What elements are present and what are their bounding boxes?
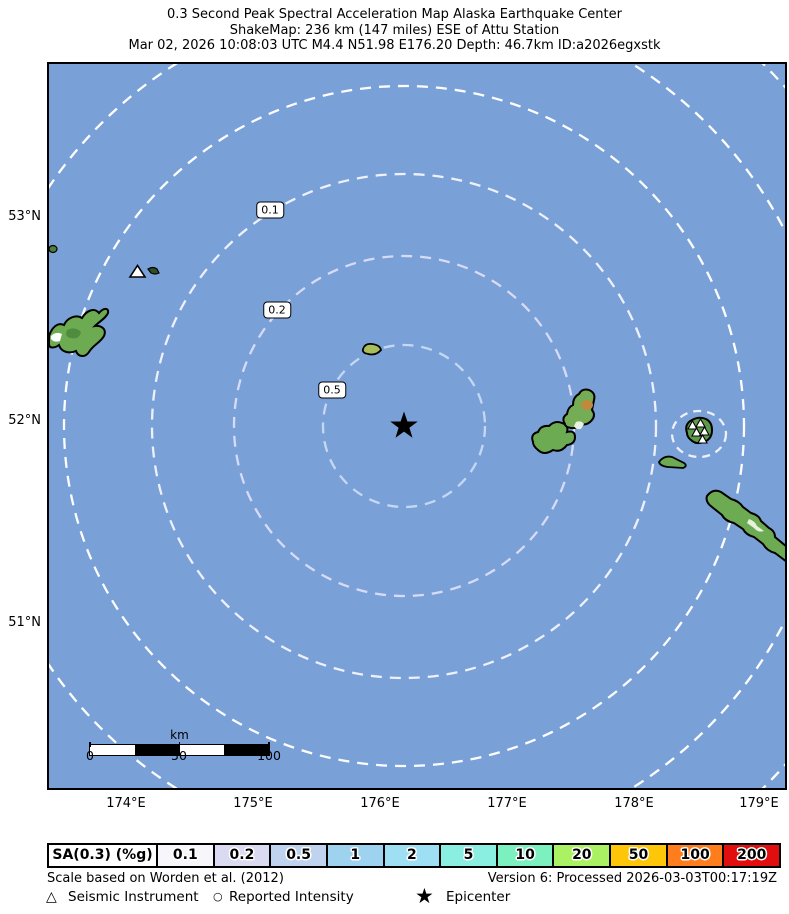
- colorbar-cell: 0.1: [156, 845, 213, 866]
- x-axis-label-179e: 179°E: [739, 796, 779, 811]
- x-axis-label-178e: 178°E: [614, 796, 654, 811]
- scale-bar-segment: [134, 745, 180, 755]
- title-line-2: ShakeMap: 236 km (147 miles) ESE of Attu…: [229, 22, 560, 38]
- scale-bar-label-50: 50: [171, 748, 187, 763]
- scale-bar-segment: [224, 745, 269, 755]
- colorbar-cell: 20: [552, 845, 610, 866]
- seismic-triangle-icon: △: [46, 889, 57, 905]
- colorbar-cell: 200: [722, 845, 780, 866]
- scale-bar-label-100: 100: [257, 748, 281, 763]
- seismic-triangle-icon: [691, 426, 702, 437]
- y-axis-label-51n: 51°N: [8, 615, 41, 630]
- colorbar-cell: 1: [325, 845, 383, 866]
- contour-circle-0-5: [321, 343, 487, 509]
- seismic-triangle-icon: [699, 425, 710, 436]
- island-central-west-lobe: [531, 421, 577, 454]
- seismic-triangle-icon: [687, 419, 698, 430]
- scale-bar-tick: [89, 742, 91, 747]
- island-southeast-snow: [747, 519, 764, 532]
- seismic-triangle-icon: [128, 264, 147, 278]
- epicenter-star-icon: ★: [415, 884, 434, 908]
- contour-circle-4th: [62, 84, 746, 768]
- scale-bar: km 0 50 100: [86, 728, 281, 764]
- map-title: 0.3 Second Peak Spectral Acceleration Ma…: [0, 7, 789, 54]
- scale-bar-tick: [178, 742, 181, 747]
- colorbar-cell: 10: [495, 845, 553, 866]
- colorbar-cell: 0.2: [212, 845, 270, 866]
- legend-intensity-label: Reported Intensity: [229, 889, 354, 905]
- islet-west-speck: [49, 244, 58, 254]
- x-axis-label-175e: 175°E: [233, 796, 273, 811]
- island-attu-highland: [66, 328, 81, 339]
- scale-bar-label-0: 0: [86, 748, 94, 763]
- contour-label-0-2: 0.2: [263, 301, 291, 319]
- seismic-instruments: [128, 264, 710, 444]
- y-axis-label-52n: 52°N: [8, 413, 41, 428]
- islet-near-station: [147, 266, 160, 275]
- x-axis-label-174e: 174°E: [106, 796, 146, 811]
- colorbar-cell: 5: [439, 845, 496, 866]
- contour-label-0-5: 0.5: [318, 381, 346, 399]
- title-line-3: Mar 02, 2026 10:08:03 UTC M4.4 N51.98 E1…: [128, 38, 661, 53]
- islands: [49, 244, 785, 562]
- legend-seismic-label: Seismic Instrument: [68, 889, 199, 905]
- islet-inner-ring: [361, 342, 382, 356]
- marker-legend: △ Seismic Instrument ○ Reported Intensit…: [0, 884, 789, 910]
- seismic-triangle-icon: [697, 433, 708, 444]
- island-central-snow: [574, 421, 584, 430]
- map-graphics: [49, 64, 785, 788]
- scale-bar-tick: [268, 742, 270, 747]
- x-axis-label-176e: 176°E: [360, 796, 400, 811]
- y-axis-label-53n: 53°N: [8, 209, 41, 224]
- colorbar-cell: 0.5: [269, 845, 326, 866]
- contour-loop-station-island: [670, 409, 728, 459]
- contour-label-0-1: 0.1: [256, 201, 284, 219]
- colorbar-cell: 100: [665, 845, 723, 866]
- contour-circle-0-1: [150, 172, 658, 680]
- contour-circles: [49, 64, 785, 788]
- sa-colorbar: SA(0.3) (%g) 0.1 0.2 0.5 1 2 5 10 20 50 …: [47, 843, 781, 868]
- x-axis-label-177e: 177°E: [487, 796, 527, 811]
- island-central-peak: [581, 400, 593, 410]
- islet-sliver: [658, 455, 687, 469]
- version-processed-note: Version 6: Processed 2026-03-03T00:17:19…: [487, 871, 777, 886]
- seismic-triangle-cluster: [687, 417, 710, 444]
- epicenter-star-icon: [390, 411, 418, 438]
- title-line-1: 0.3 Second Peak Spectral Acceleration Ma…: [167, 7, 622, 22]
- colorbar-title: SA(0.3) (%g): [49, 845, 156, 866]
- colorbar-cell: 2: [382, 845, 440, 866]
- seismic-triangle-icon: [695, 417, 706, 428]
- scale-reference-note: Scale based on Worden et al. (2012): [47, 871, 284, 886]
- colorbar-cell: 50: [609, 845, 666, 866]
- shakemap-canvas: 0.1 0.2 0.5 km 0 50 100: [47, 62, 787, 790]
- scale-bar-unit: km: [170, 728, 189, 742]
- island-southeast-long: [705, 489, 785, 562]
- island-attu-snow: [51, 332, 62, 342]
- reported-intensity-circle-icon: ○: [213, 890, 223, 903]
- legend-epicenter-label: Epicenter: [446, 889, 511, 905]
